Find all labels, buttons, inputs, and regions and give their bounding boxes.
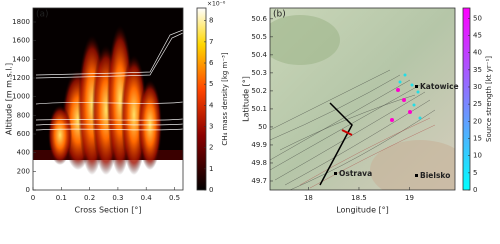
heatmap-image [33, 8, 183, 190]
y-tick-label: 1800 [12, 18, 30, 26]
colorbar-tick-label: 7 [209, 38, 213, 46]
x-tick-label: 0.4 [141, 194, 153, 202]
y-axis-label: Altitude [m m.s.l.] [5, 63, 14, 135]
map-image [270, 8, 455, 190]
colorbar-tick-label: 0 [473, 186, 477, 194]
colorbar-tick-label: 40 [473, 49, 482, 57]
y-tick-label: 50.2 [251, 87, 267, 95]
panel-title: (b) [273, 10, 286, 20]
colorbar-tick-label: 5 [209, 80, 213, 88]
y-tick-label: 50.4 [251, 51, 267, 59]
y-tick-label: 1200 [12, 74, 30, 82]
y-tick-label: 50.6 [251, 15, 267, 23]
x-tick-label: 0.5 [169, 194, 180, 202]
colorbar-tick-label: 1 [209, 165, 213, 173]
colorbar-tick-label: 5 [473, 169, 477, 177]
y-tick-label: 600 [17, 130, 30, 138]
y-tick-label: 50.1 [251, 105, 267, 113]
colorbar-frame [196, 7, 207, 191]
colorbar-tick-label: 30 [473, 83, 482, 91]
x-tick-label: 0.1 [56, 194, 67, 202]
colorbar-label: CH₄ mass density [kg m⁻³] [221, 52, 229, 145]
city-marker [334, 172, 337, 175]
y-tick-label: 50 [258, 123, 267, 131]
city-label: Bielsko [420, 171, 450, 180]
plot-frame [32, 7, 184, 191]
colorbar [197, 8, 206, 190]
x-tick-label: 0.2 [84, 194, 95, 202]
colorbar-frame [462, 7, 471, 191]
colorbar-tick-label: 20 [473, 117, 482, 125]
colorbar-tick-label: 50 [473, 14, 482, 22]
colorbar-exponent: ×10⁻⁶ [207, 1, 226, 8]
y-tick-label: 50.5 [251, 33, 267, 41]
city-label: Katowice [420, 82, 459, 91]
x-tick-label: 18.5 [351, 194, 367, 202]
colorbar-tick-label: 8 [209, 17, 213, 25]
y-tick-label: 1000 [12, 93, 30, 101]
x-axis-label: Longitude [°] [336, 206, 389, 215]
colorbar-tick-label: 0 [209, 186, 213, 194]
city-label: Ostrava [339, 169, 372, 178]
colorbar-tick-label: 4 [209, 101, 214, 109]
y-axis-label: Latitude [°] [242, 76, 251, 122]
colorbar-tick-label: 45 [473, 31, 482, 39]
y-tick-label: 49.8 [251, 159, 267, 167]
colorbar-label: Source strength [kt yr⁻¹] [485, 56, 493, 142]
panel-title: (a) [36, 10, 49, 20]
colorbar-tick-label: 3 [209, 123, 213, 131]
y-tick-label: 800 [17, 111, 30, 119]
colorbar-tick-label: 35 [473, 66, 482, 74]
plot-frame [269, 7, 456, 191]
city-marker [415, 85, 418, 88]
city-marker [415, 174, 418, 177]
colorbar-tick-label: 2 [209, 144, 213, 152]
colorbar-tick-label: 6 [209, 59, 214, 67]
y-tick-label: 1400 [12, 55, 30, 63]
y-tick-label: 0 [26, 186, 30, 194]
y-tick-label: 1600 [12, 37, 30, 45]
x-tick-label: 0.3 [112, 194, 123, 202]
y-tick-label: 49.7 [251, 177, 267, 185]
colorbar [463, 8, 470, 190]
x-axis-label: Cross Section [°] [75, 206, 142, 215]
colorbar-tick-label: 25 [473, 100, 482, 108]
x-tick-label: 19 [405, 194, 414, 202]
y-tick-label: 400 [17, 149, 30, 157]
y-tick-label: 50.3 [251, 69, 267, 77]
colorbar-tick-label: 15 [473, 134, 482, 142]
x-tick-label: 18 [304, 194, 313, 202]
colorbar-tick-label: 10 [473, 152, 482, 160]
x-tick-label: 0 [31, 194, 35, 202]
y-tick-label: 49.9 [251, 141, 267, 149]
y-tick-label: 200 [17, 167, 30, 175]
